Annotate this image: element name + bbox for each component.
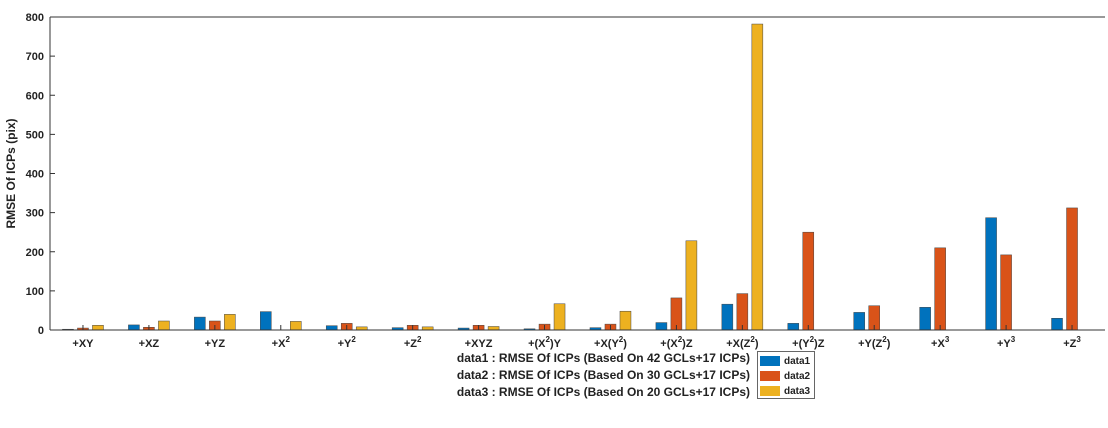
bar-data3 xyxy=(224,314,236,331)
x-tick-label: +X2 xyxy=(272,335,291,350)
bar-data3 xyxy=(92,325,104,331)
x-tick-label: +(Y2)Z xyxy=(792,335,825,350)
bar-data3 xyxy=(158,320,170,331)
x-tick-label: +(X2)Z xyxy=(660,335,693,350)
y-tick-label: 100 xyxy=(26,286,44,298)
y-tick-label: 300 xyxy=(26,208,44,220)
x-tick-label: +X(Z2) xyxy=(726,335,759,350)
y-tick-label: 400 xyxy=(26,169,44,181)
x-tick-label: +Z3 xyxy=(1063,335,1081,350)
bar-data1 xyxy=(194,316,206,331)
bar-data2 xyxy=(1066,207,1078,331)
bar-chart: 0 100 200 300 400 500 600 700 800 +XY +XZ +YZ +X2 +Y… xyxy=(4,12,1105,350)
bar-data1 xyxy=(128,324,140,331)
legend-notes: data1 : RMSE Of ICPs (Based On 42 GCLs+1… xyxy=(410,350,750,401)
x-tick-label: +Y2 xyxy=(338,335,357,350)
bar-data3 xyxy=(685,240,698,331)
bar-data3 xyxy=(487,326,500,331)
x-tick-label: +XY xyxy=(72,338,94,350)
legend-note-data1: data1 : RMSE Of ICPs (Based On 42 GCLs+1… xyxy=(456,351,750,365)
bar-data1 xyxy=(325,325,338,331)
bar-data1 xyxy=(260,311,272,331)
bar-data2 xyxy=(802,231,815,331)
legend: data1 data2 data3 xyxy=(757,351,815,399)
bar-data3 xyxy=(553,303,566,331)
x-tick-label: +(X2)Y xyxy=(528,335,562,350)
x-tick-label: +XYZ xyxy=(465,338,493,350)
legend-entry-data2: data2 xyxy=(760,370,810,382)
legend-swatch-data2 xyxy=(760,371,780,381)
bar-data1 xyxy=(787,323,800,331)
legend-note-data2: data2 : RMSE Of ICPs (Based On 30 GCLs+1… xyxy=(456,368,750,382)
bar-data1 xyxy=(655,322,668,331)
bar-data3 xyxy=(619,310,632,331)
bar-data2 xyxy=(934,247,946,331)
x-tick-label: +X3 xyxy=(931,335,950,350)
y-tick-label: 500 xyxy=(26,129,44,141)
legend-note-data3: data3 : RMSE Of ICPs (Based On 20 GCLs+1… xyxy=(456,385,750,399)
bar-data1 xyxy=(985,217,997,331)
bar-data2 xyxy=(1000,254,1012,331)
x-axis: +XY +XZ +YZ +X2 +Y2 +Z2 +XYZ +(X2)Y +X(Y2) +(X2)Z… xyxy=(50,325,1105,350)
x-tick-label: +XZ xyxy=(139,338,160,350)
y-tick-label: 600 xyxy=(26,90,44,102)
bar-data1 xyxy=(853,312,865,331)
bar-data2 xyxy=(736,293,749,331)
legend-swatch-data3 xyxy=(760,386,780,396)
y-tick-label: 700 xyxy=(26,51,44,63)
y-tick-label: 0 xyxy=(38,325,44,337)
legend-label-data1: data1 xyxy=(784,355,811,367)
legend-label-data3: data3 xyxy=(784,385,811,397)
y-tick-label: 800 xyxy=(26,12,44,24)
x-tick-label: +Y(Z2) xyxy=(858,335,891,350)
legend-label-data2: data2 xyxy=(784,370,811,382)
x-tick-label: +YZ xyxy=(205,338,226,350)
bar-data1 xyxy=(1051,318,1063,331)
bar-data1 xyxy=(721,303,734,331)
bars xyxy=(62,23,1078,331)
x-tick-label: +X(Y2) xyxy=(594,335,627,350)
bar-data1 xyxy=(919,307,931,331)
y-axis: 0 100 200 300 400 500 600 700 800 xyxy=(26,12,1105,337)
y-axis-label: RMSE Of ICPs (pix) xyxy=(4,118,18,228)
bar-data3 xyxy=(751,23,764,331)
x-tick-label: +Y3 xyxy=(997,335,1016,350)
legend-entry-data1: data1 xyxy=(760,355,810,367)
x-tick-label: +Z2 xyxy=(404,335,422,350)
bar-data3 xyxy=(290,321,302,331)
y-tick-label: 200 xyxy=(26,247,44,259)
legend-swatch-data1 xyxy=(760,356,780,366)
legend-entry-data3: data3 xyxy=(760,385,810,397)
